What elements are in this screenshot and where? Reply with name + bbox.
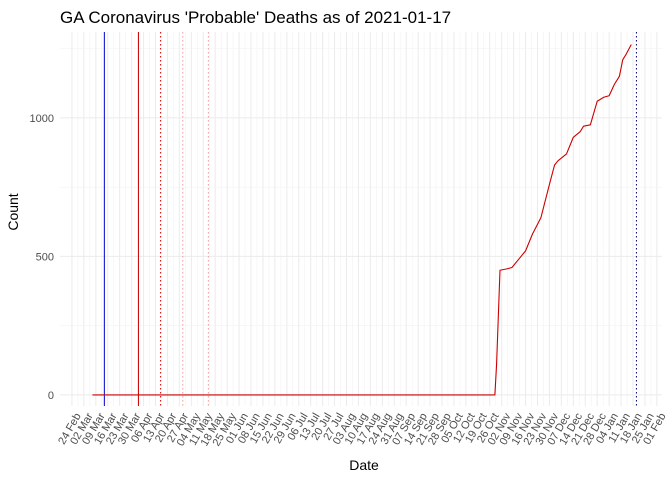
chart-title: GA Coronavirus 'Probable' Deaths as of 2… xyxy=(60,8,451,27)
grid xyxy=(60,32,662,406)
series-layer xyxy=(92,44,632,396)
series-line xyxy=(92,44,632,396)
reference-lines xyxy=(103,32,637,406)
y-axis: 0 500 1000 xyxy=(30,113,54,402)
x-axis-label: Date xyxy=(349,457,379,473)
y-tick-label: 0 xyxy=(48,390,54,402)
y-tick-label: 1000 xyxy=(30,113,54,125)
y-axis-label: Count xyxy=(5,193,21,230)
y-tick-label: 500 xyxy=(36,251,54,263)
